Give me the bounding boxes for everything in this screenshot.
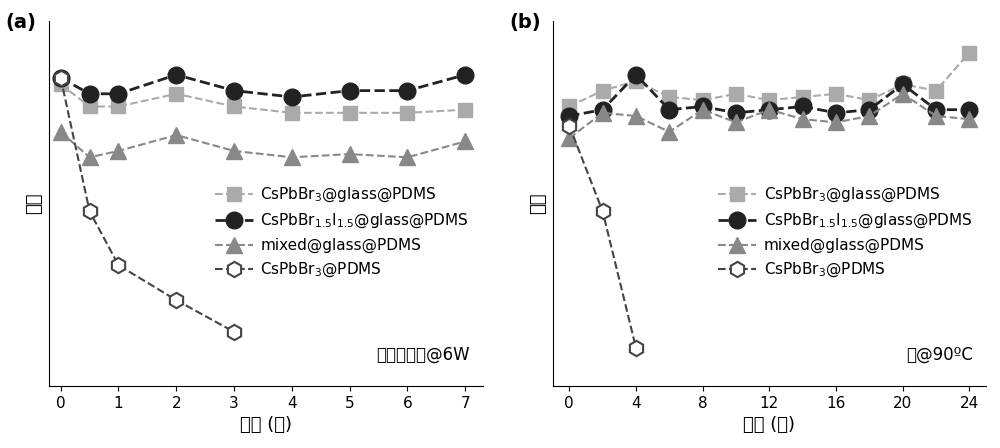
Legend: CsPbBr$_3$@glass@PDMS, CsPbBr$_{1.5}$I$_{1.5}$@glass@PDMS, mixed@glass@PDMS, CsP: CsPbBr$_3$@glass@PDMS, CsPbBr$_{1.5}$I$_… [712,180,978,285]
CsPbBr$_{1.5}$I$_{1.5}$@glass@PDMS [763,107,775,112]
CsPbBr$_3$@glass@PDMS [170,91,182,96]
CsPbBr$_{1.5}$I$_{1.5}$@glass@PDMS [401,88,413,93]
Y-axis label: 强度: 强度 [529,193,547,214]
X-axis label: 时间 (天): 时间 (天) [240,416,292,434]
Line: CsPbBr$_3$@glass@PDMS: CsPbBr$_3$@glass@PDMS [562,46,976,113]
mixed@glass@PDMS [897,91,909,96]
Line: mixed@glass@PDMS: mixed@glass@PDMS [562,86,977,146]
CsPbBr$_{1.5}$I$_{1.5}$@glass@PDMS [286,94,298,99]
CsPbBr$_3$@glass@PDMS [763,98,775,103]
CsPbBr$_3$@glass@PDMS [897,82,909,87]
Line: mixed@glass@PDMS: mixed@glass@PDMS [53,124,473,165]
CsPbBr$_3$@glass@PDMS [697,98,709,103]
mixed@glass@PDMS [55,129,67,134]
CsPbBr$_3$@PDMS [84,209,96,214]
CsPbBr$_3$@glass@PDMS [663,94,675,99]
Text: (b): (b) [509,13,541,33]
Y-axis label: 强度: 强度 [26,193,44,214]
Legend: CsPbBr$_3$@glass@PDMS, CsPbBr$_{1.5}$I$_{1.5}$@glass@PDMS, mixed@glass@PDMS, CsP: CsPbBr$_3$@glass@PDMS, CsPbBr$_{1.5}$I$_… [208,180,475,285]
CsPbBr$_3$@PDMS [112,263,124,268]
CsPbBr$_{1.5}$I$_{1.5}$@glass@PDMS [597,107,609,112]
mixed@glass@PDMS [401,155,413,160]
mixed@glass@PDMS [930,113,942,119]
CsPbBr$_{1.5}$I$_{1.5}$@glass@PDMS [228,88,240,93]
CsPbBr$_{1.5}$I$_{1.5}$@glass@PDMS [84,91,96,96]
CsPbBr$_3$@glass@PDMS [597,88,609,93]
CsPbBr$_3$@glass@PDMS [797,94,809,99]
CsPbBr$_3$@glass@PDMS [55,82,67,87]
CsPbBr$_{1.5}$I$_{1.5}$@glass@PDMS [963,107,975,112]
Line: CsPbBr$_{1.5}$I$_{1.5}$@glass@PDMS: CsPbBr$_{1.5}$I$_{1.5}$@glass@PDMS [52,66,474,105]
CsPbBr$_3$@PDMS [228,329,240,335]
CsPbBr$_{1.5}$I$_{1.5}$@glass@PDMS [897,82,909,87]
CsPbBr$_3$@glass@PDMS [459,107,471,112]
Line: CsPbBr$_3$@glass@PDMS: CsPbBr$_3$@glass@PDMS [54,78,472,120]
Text: 紫外光照射@6W: 紫外光照射@6W [376,346,470,364]
mixed@glass@PDMS [663,129,675,134]
mixed@glass@PDMS [630,113,642,119]
CsPbBr$_3$@glass@PDMS [84,104,96,109]
CsPbBr$_{1.5}$I$_{1.5}$@glass@PDMS [344,88,356,93]
CsPbBr$_3$@glass@PDMS [286,110,298,116]
Text: (a): (a) [6,13,37,33]
mixed@glass@PDMS [863,113,875,119]
mixed@glass@PDMS [797,116,809,122]
mixed@glass@PDMS [763,107,775,112]
CsPbBr$_{1.5}$I$_{1.5}$@glass@PDMS [697,104,709,109]
CsPbBr$_3$@glass@PDMS [963,50,975,55]
mixed@glass@PDMS [830,120,842,125]
CsPbBr$_{1.5}$I$_{1.5}$@glass@PDMS [863,107,875,112]
CsPbBr$_3$@glass@PDMS [830,91,842,96]
mixed@glass@PDMS [228,148,240,154]
CsPbBr$_3$@glass@PDMS [112,104,124,109]
mixed@glass@PDMS [597,110,609,116]
CsPbBr$_{1.5}$I$_{1.5}$@glass@PDMS [55,75,67,81]
CsPbBr$_3$@glass@PDMS [930,88,942,93]
mixed@glass@PDMS [963,116,975,122]
mixed@glass@PDMS [730,120,742,125]
mixed@glass@PDMS [286,155,298,160]
CsPbBr$_3$@glass@PDMS [344,110,356,116]
Text: 水@90ºC: 水@90ºC [906,346,973,364]
CsPbBr$_{1.5}$I$_{1.5}$@glass@PDMS [663,107,675,112]
CsPbBr$_{1.5}$I$_{1.5}$@glass@PDMS [830,110,842,116]
CsPbBr$_{1.5}$I$_{1.5}$@glass@PDMS [730,110,742,116]
CsPbBr$_3$@glass@PDMS [730,91,742,96]
CsPbBr$_3$@glass@PDMS [630,78,642,84]
CsPbBr$_{1.5}$I$_{1.5}$@glass@PDMS [630,72,642,78]
CsPbBr$_3$@PDMS [630,345,642,350]
CsPbBr$_3$@glass@PDMS [228,104,240,109]
CsPbBr$_{1.5}$I$_{1.5}$@glass@PDMS [797,104,809,109]
CsPbBr$_{1.5}$I$_{1.5}$@glass@PDMS [930,107,942,112]
CsPbBr$_{1.5}$I$_{1.5}$@glass@PDMS [112,91,124,96]
CsPbBr$_3$@PDMS [55,75,67,81]
CsPbBr$_3$@glass@PDMS [401,110,413,116]
mixed@glass@PDMS [112,148,124,154]
CsPbBr$_{1.5}$I$_{1.5}$@glass@PDMS [459,72,471,78]
CsPbBr$_3$@PDMS [170,297,182,303]
Line: CsPbBr$_3$@PDMS: CsPbBr$_3$@PDMS [562,118,644,355]
mixed@glass@PDMS [170,132,182,138]
Line: CsPbBr$_{1.5}$I$_{1.5}$@glass@PDMS: CsPbBr$_{1.5}$I$_{1.5}$@glass@PDMS [561,66,978,125]
mixed@glass@PDMS [459,139,471,144]
X-axis label: 时间 (时): 时间 (时) [743,416,795,434]
CsPbBr$_3$@glass@PDMS [863,98,875,103]
mixed@glass@PDMS [697,107,709,112]
mixed@glass@PDMS [84,155,96,160]
mixed@glass@PDMS [344,151,356,157]
CsPbBr$_{1.5}$I$_{1.5}$@glass@PDMS [170,72,182,78]
CsPbBr$_3$@glass@PDMS [563,104,575,109]
CsPbBr$_{1.5}$I$_{1.5}$@glass@PDMS [563,113,575,119]
CsPbBr$_3$@PDMS [597,209,609,214]
CsPbBr$_3$@PDMS [563,123,575,128]
mixed@glass@PDMS [563,136,575,141]
Line: CsPbBr$_3$@PDMS: CsPbBr$_3$@PDMS [53,70,242,340]
